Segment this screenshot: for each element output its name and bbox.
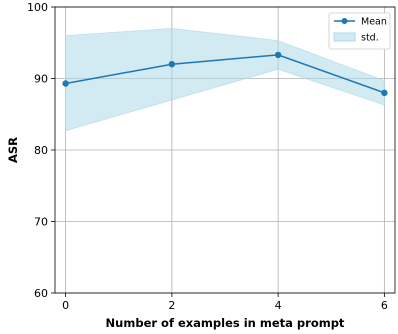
- mean-point-2: [274, 51, 282, 59]
- legend-std-label: std.: [361, 33, 379, 44]
- x-tick-label-0: 0: [62, 299, 69, 312]
- x-tick-label-1: 2: [168, 299, 175, 312]
- y-tick-label-0: 60: [34, 287, 48, 300]
- mean-point-1: [168, 60, 176, 68]
- x-tick-label-2: 4: [275, 299, 282, 312]
- y-tick-label-2: 80: [34, 144, 48, 157]
- x-axis-ticks: 0 2 4 6: [62, 293, 388, 312]
- mean-point-0: [62, 80, 69, 87]
- legend-std-swatch: [333, 32, 356, 42]
- mean-line: [65, 54, 385, 94]
- std-band: [65, 28, 385, 132]
- mean-points: [62, 51, 388, 97]
- y-axis-ticks: 60 70 80 90 100: [27, 1, 55, 300]
- mean-point-3: [381, 89, 388, 97]
- legend-mean-marker: [341, 18, 348, 24]
- y-tick-label-3: 90: [34, 73, 48, 86]
- y-tick-label-4: 100: [27, 1, 48, 14]
- x-axis-title: Number of examples in meta prompt: [106, 316, 345, 330]
- legend-mean-label: Mean: [361, 17, 387, 28]
- y-axis-title: ASR: [6, 137, 20, 163]
- y-tick-label-1: 70: [34, 216, 48, 229]
- legend: Mean std.: [328, 12, 391, 50]
- x-tick-label-3: 6: [381, 299, 388, 312]
